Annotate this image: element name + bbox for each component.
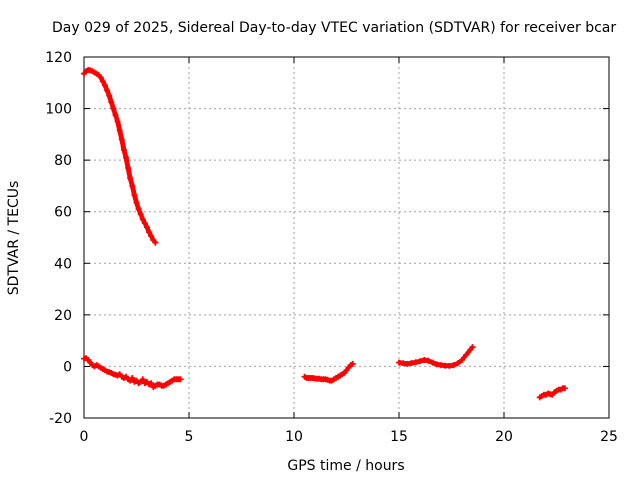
data-point <box>104 87 111 94</box>
data-point <box>425 357 432 364</box>
satellite-track-3 <box>301 360 356 384</box>
grid-lines <box>84 57 609 418</box>
y-tick-label: 60 <box>54 205 72 221</box>
data-point <box>106 92 113 99</box>
satellite-track-5 <box>536 385 568 401</box>
data-point <box>469 344 476 351</box>
data-point <box>118 136 125 143</box>
data-point <box>102 82 108 89</box>
data-point <box>349 360 356 367</box>
x-tick-label: 15 <box>390 429 408 445</box>
y-tick-label: 20 <box>54 308 72 324</box>
data-point <box>148 380 155 387</box>
data-point <box>450 362 457 369</box>
y-tick-label: 120 <box>45 50 72 66</box>
axis-ticks: 0 5 10 15 20 25 -20 0 20 40 60 80 100 120 <box>45 50 618 445</box>
data-point <box>129 375 136 381</box>
data-point <box>146 229 153 236</box>
data-point <box>133 199 140 206</box>
x-tick-label: 20 <box>495 429 513 445</box>
data-point <box>120 146 127 153</box>
data-point <box>152 239 159 246</box>
satellite-track-2 <box>81 355 184 391</box>
data-point <box>116 127 123 134</box>
y-tick-label: -20 <box>49 411 72 427</box>
y-tick-label: 40 <box>54 256 72 272</box>
x-tick-label: 25 <box>600 429 618 445</box>
data-point <box>454 360 461 367</box>
data-point <box>135 206 142 213</box>
data-point <box>144 224 150 231</box>
data-point <box>408 360 415 367</box>
data-point <box>137 211 144 218</box>
data-point <box>97 74 104 81</box>
data-point <box>459 357 465 363</box>
y-axis-label: SDTVAR / TECUs <box>6 181 22 296</box>
data-point <box>99 78 106 85</box>
data-point <box>123 154 129 161</box>
satellite-track-4 <box>396 344 476 369</box>
data-point <box>417 358 423 365</box>
satellite-track-1 <box>81 66 159 246</box>
data-point <box>129 182 136 189</box>
data-points <box>81 66 568 401</box>
data-point <box>412 359 419 366</box>
chart-title: Day 029 of 2025, Sidereal Day-to-day VTE… <box>52 20 616 36</box>
plot-frame <box>83 56 610 419</box>
data-point <box>108 99 115 106</box>
y-tick-label: 80 <box>54 153 72 169</box>
data-point <box>561 385 568 392</box>
x-tick-label: 0 <box>80 429 89 445</box>
data-point <box>125 164 132 171</box>
x-tick-label: 10 <box>285 429 303 445</box>
data-point <box>141 220 148 227</box>
data-point <box>114 118 121 125</box>
data-point <box>112 112 119 118</box>
data-point <box>429 359 436 366</box>
data-point <box>148 233 155 240</box>
data-point <box>177 376 184 383</box>
data-point <box>127 175 134 182</box>
y-tick-label: 100 <box>45 102 72 118</box>
data-point <box>463 351 470 358</box>
data-point <box>139 216 146 223</box>
x-axis-label: GPS time / hours <box>287 458 404 474</box>
x-tick-label: 5 <box>185 429 194 445</box>
data-point <box>110 105 117 112</box>
data-point <box>131 192 138 198</box>
y-tick-label: 0 <box>63 359 72 375</box>
data-point <box>139 376 146 383</box>
